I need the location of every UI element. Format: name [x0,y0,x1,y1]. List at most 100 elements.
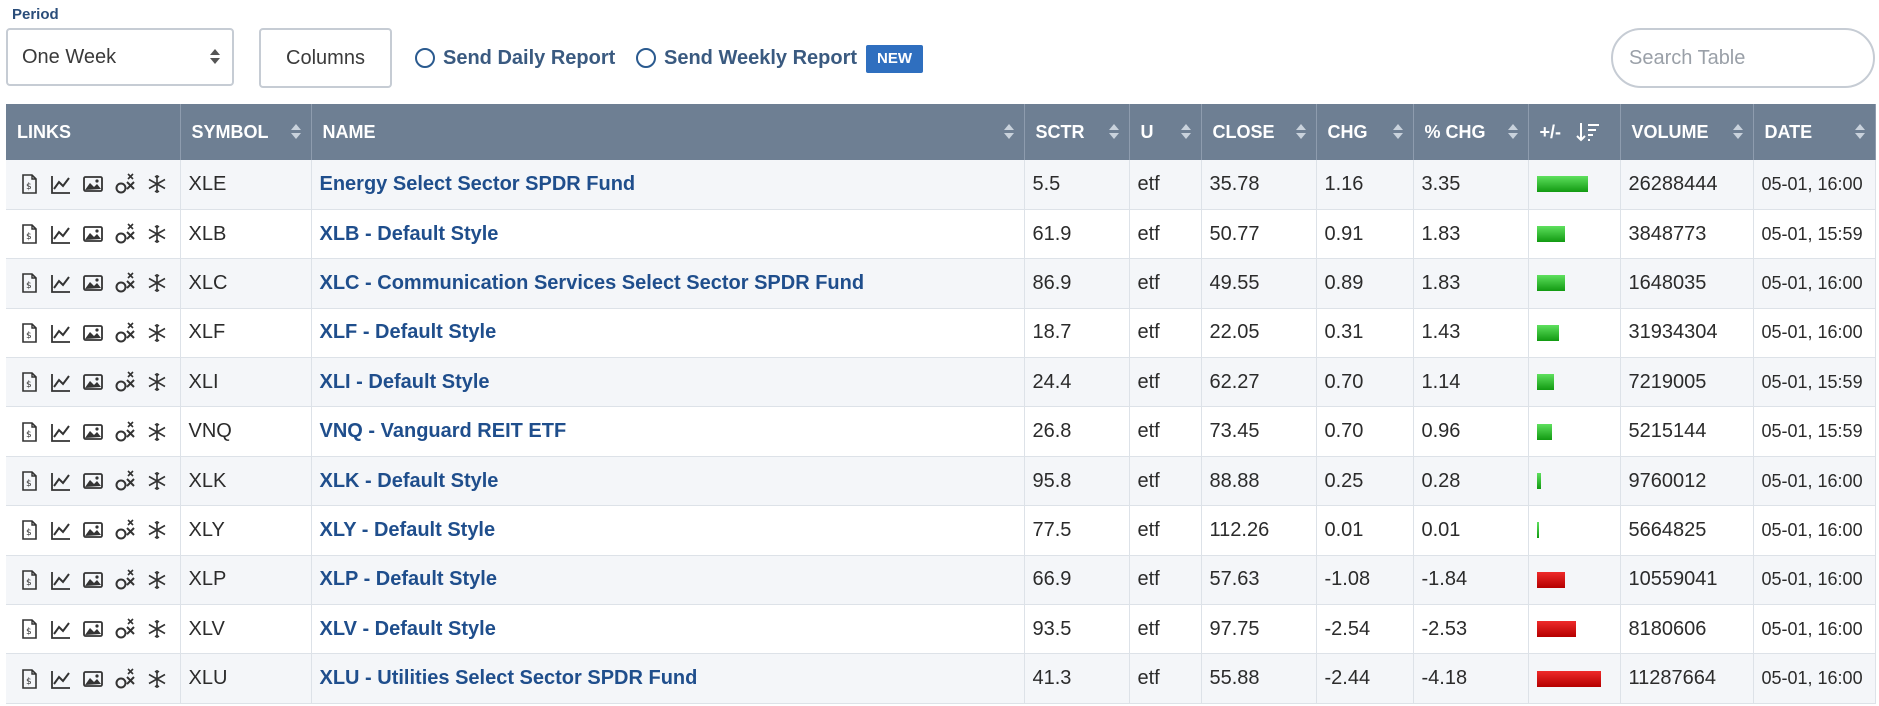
table-row[interactable]: $ XLP XLP - Default Style 66.9 etf 57.63 -1.08… [6,555,1876,606]
chart-icon[interactable] [50,322,72,344]
radio-circle-icon[interactable] [415,48,435,68]
chart-icon[interactable] [50,618,72,640]
security-name-link[interactable]: XLI - Default Style [319,370,490,393]
summary-icon[interactable]: $ [18,470,40,492]
chart-icon[interactable] [50,470,72,492]
sort-icon[interactable] [1732,124,1743,142]
image-chart-icon[interactable] [82,371,104,393]
summary-icon[interactable]: $ [18,519,40,541]
pnf-chart-icon[interactable] [114,519,136,541]
pnf-chart-icon[interactable] [114,223,136,245]
security-name-link[interactable]: Energy Select Sector SPDR Fund [319,172,636,195]
seasonality-icon[interactable] [146,173,168,195]
chart-icon[interactable] [50,223,72,245]
sort-icon[interactable] [1392,124,1403,142]
table-row[interactable]: $ XLV XLV - Default Style 93.5 etf 97.75 -2.54… [6,604,1876,655]
summary-icon[interactable]: $ [18,223,40,245]
summary-icon[interactable]: $ [18,668,40,690]
table-row[interactable]: $ XLB XLB - Default Style 61.9 etf 50.77 0.91 1… [6,209,1876,260]
image-chart-icon[interactable] [82,272,104,294]
image-chart-icon[interactable] [82,519,104,541]
col-header-pct-chg[interactable]: % CHG [1413,104,1529,160]
summary-icon[interactable]: $ [18,421,40,443]
chart-icon[interactable] [50,421,72,443]
chart-icon[interactable] [50,519,72,541]
security-name-link[interactable]: XLP - Default Style [319,568,497,591]
pnf-chart-icon[interactable] [114,569,136,591]
table-row[interactable]: $ XLY XLY - Default Style 77.5 etf 112.26 0.01… [6,505,1876,556]
columns-button[interactable]: Columns [259,28,392,88]
col-header-sctr[interactable]: SCTR [1024,104,1130,160]
seasonality-icon[interactable] [146,371,168,393]
seasonality-icon[interactable] [146,322,168,344]
col-header-date[interactable]: DATE [1753,104,1876,160]
image-chart-icon[interactable] [82,173,104,195]
pnf-chart-icon[interactable] [114,618,136,640]
col-header-close[interactable]: CLOSE [1201,104,1317,160]
table-row[interactable]: $ VNQ VNQ - Vanguard REIT ETF 26.8 etf 73.45 0… [6,406,1876,457]
image-chart-icon[interactable] [82,668,104,690]
security-name-link[interactable]: XLK - Default Style [319,469,499,492]
sort-icon[interactable] [1180,124,1191,142]
summary-icon[interactable]: $ [18,569,40,591]
pnf-chart-icon[interactable] [114,371,136,393]
sort-icon[interactable] [1003,124,1014,142]
sort-icon[interactable] [1507,124,1518,142]
security-name-link[interactable]: XLY - Default Style [319,518,496,541]
table-row[interactable]: $ XLE Energy Select Sector SPDR Fund 5.5 etf… [6,160,1876,210]
chart-icon[interactable] [50,173,72,195]
col-header-plus-minus[interactable]: +/- [1528,104,1621,160]
table-row[interactable]: $ XLC XLC - Communication Services Select … [6,258,1876,309]
security-name-link[interactable]: XLB - Default Style [319,222,499,245]
image-chart-icon[interactable] [82,569,104,591]
summary-icon[interactable]: $ [18,618,40,640]
sort-icon[interactable] [290,124,301,142]
chart-icon[interactable] [50,272,72,294]
sort-icon[interactable] [1854,124,1865,142]
table-row[interactable]: $ XLI XLI - Default Style 24.4 etf 62.27 0.70 1… [6,357,1876,408]
security-name-link[interactable]: XLC - Communication Services Select Sect… [319,271,865,294]
security-name-link[interactable]: XLU - Utilities Select Sector SPDR Fund [319,667,698,690]
search-table-input[interactable] [1611,28,1875,88]
summary-icon[interactable]: $ [18,272,40,294]
pnf-chart-icon[interactable] [114,272,136,294]
period-select[interactable]: One Week [6,28,234,86]
image-chart-icon[interactable] [82,322,104,344]
seasonality-icon[interactable] [146,569,168,591]
seasonality-icon[interactable] [146,421,168,443]
pnf-chart-icon[interactable] [114,668,136,690]
send-daily-report-option[interactable]: Send Daily Report [415,44,615,72]
seasonality-icon[interactable] [146,272,168,294]
radio-circle-icon[interactable] [636,48,656,68]
seasonality-icon[interactable] [146,668,168,690]
chart-icon[interactable] [50,569,72,591]
sort-icon[interactable] [1295,124,1306,142]
table-row[interactable]: $ XLU XLU - Utilities Select Sector SPDR F… [6,653,1876,704]
col-header-name[interactable]: NAME [311,104,1025,160]
seasonality-icon[interactable] [146,519,168,541]
pnf-chart-icon[interactable] [114,470,136,492]
summary-icon[interactable]: $ [18,322,40,344]
image-chart-icon[interactable] [82,421,104,443]
image-chart-icon[interactable] [82,618,104,640]
image-chart-icon[interactable] [82,470,104,492]
pnf-chart-icon[interactable] [114,173,136,195]
col-header-volume[interactable]: VOLUME [1620,104,1754,160]
table-row[interactable]: $ XLF XLF - Default Style 18.7 etf 22.05 0.31 1… [6,308,1876,359]
col-header-chg[interactable]: CHG [1316,104,1414,160]
security-name-link[interactable]: XLF - Default Style [319,321,497,344]
sort-icon[interactable] [1108,124,1119,142]
image-chart-icon[interactable] [82,223,104,245]
seasonality-icon[interactable] [146,618,168,640]
col-header-u[interactable]: U [1129,104,1202,160]
security-name-link[interactable]: XLV - Default Style [319,617,496,640]
seasonality-icon[interactable] [146,470,168,492]
seasonality-icon[interactable] [146,223,168,245]
pnf-chart-icon[interactable] [114,322,136,344]
summary-icon[interactable]: $ [18,371,40,393]
pnf-chart-icon[interactable] [114,421,136,443]
sort-descending-icon[interactable] [1575,121,1600,143]
table-row[interactable]: $ XLK XLK - Default Style 95.8 etf 88.88 0.25 0… [6,456,1876,507]
col-header-symbol[interactable]: SYMBOL [180,104,312,160]
chart-icon[interactable] [50,668,72,690]
